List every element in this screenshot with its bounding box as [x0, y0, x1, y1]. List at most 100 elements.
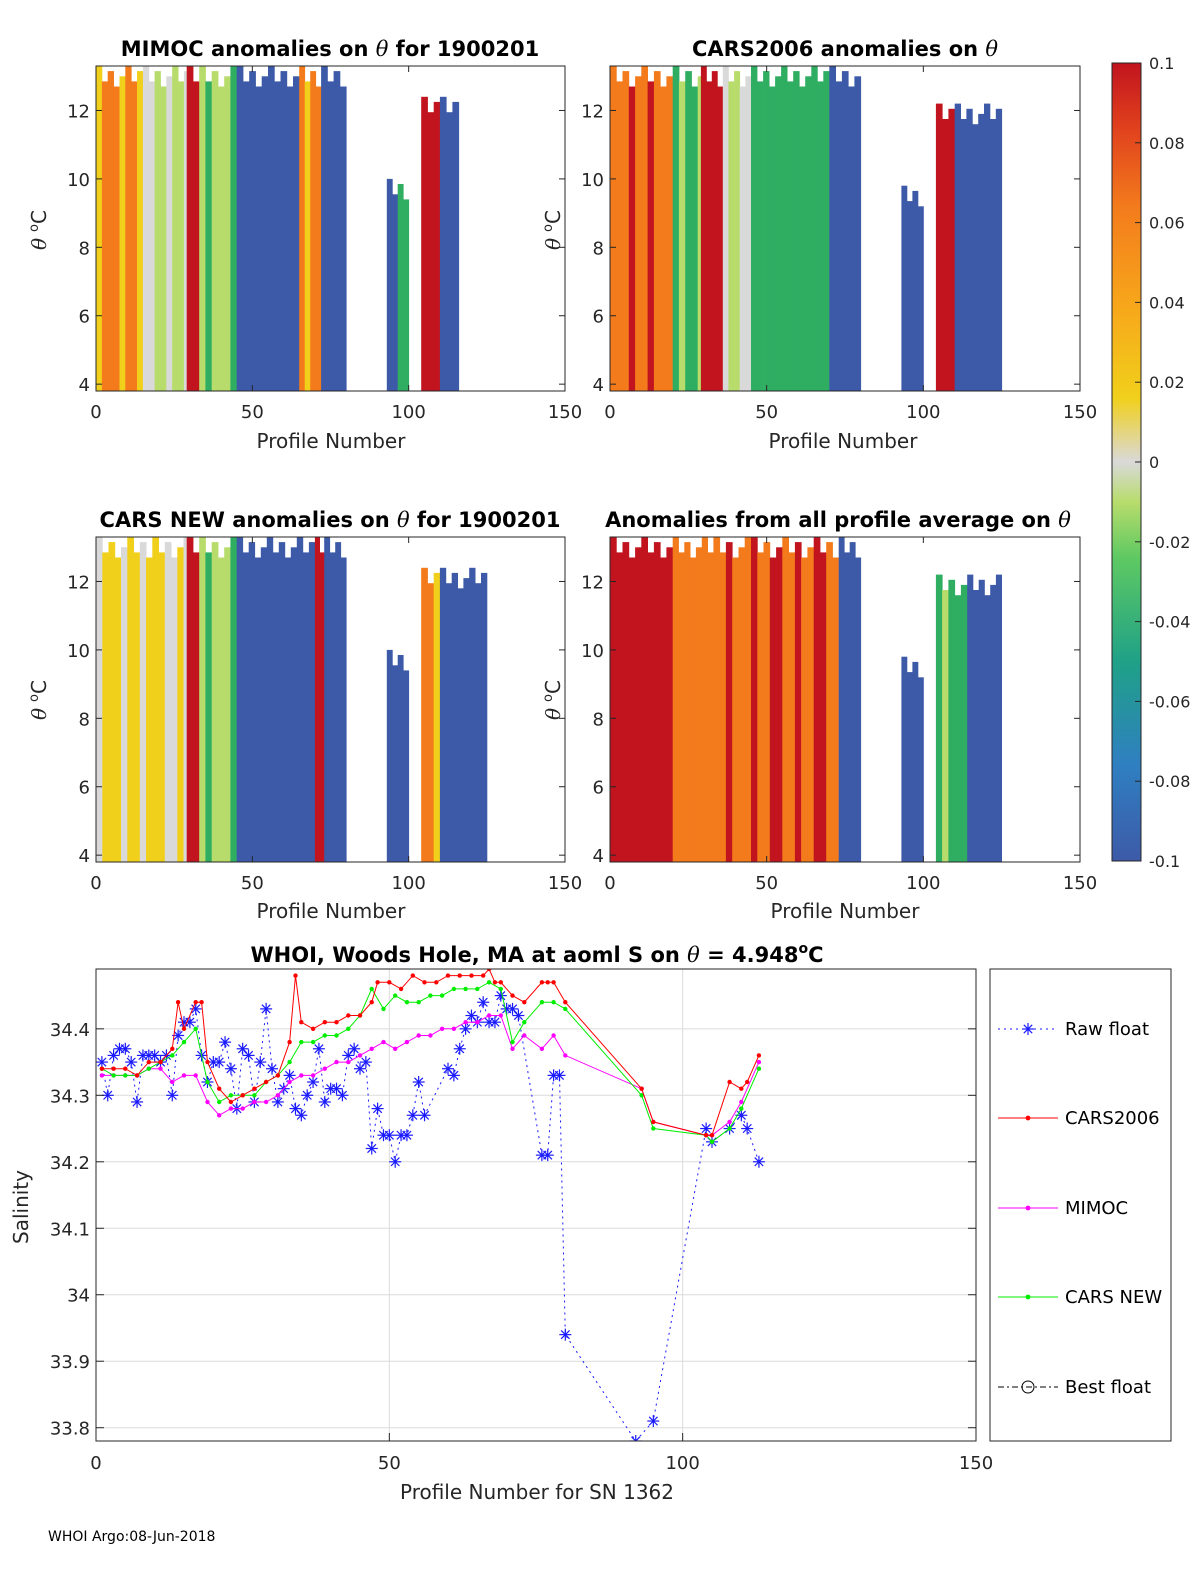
heatmap-cell: [335, 542, 342, 862]
carsnew-heatmap: [96, 537, 488, 862]
raw-float-point: [295, 1109, 308, 1122]
heatmap-cell: [293, 76, 300, 392]
cars2006-point: [739, 1086, 744, 1091]
x-tick-label: 0: [604, 873, 615, 894]
heatmap-cell: [266, 537, 274, 862]
heatmap-cell: [769, 86, 776, 391]
mimoc-point: [739, 1099, 744, 1105]
cars2006-point: [217, 1086, 222, 1091]
mimoc-point: [310, 1073, 316, 1078]
heatmap-cell: [960, 119, 967, 391]
cars-new-point: [193, 1026, 198, 1032]
heatmap-cell: [653, 542, 661, 862]
y-tick-label: 34: [67, 1286, 90, 1307]
cars2006-y-label: θoC: [541, 210, 565, 250]
legend-item-raw-float: Raw float: [998, 1019, 1149, 1040]
mimoc-anomaly-panel: MIMOC anomalies on θ for 1900201 4 6 8 10 12…: [27, 37, 582, 453]
mimoc-heatmap: [96, 66, 460, 392]
x-tick-label: 150: [548, 873, 582, 894]
cars2006-point: [422, 980, 427, 985]
mimoc-point: [263, 1099, 269, 1105]
y-tick-label: 6: [593, 778, 604, 799]
cars2006-point: [703, 1133, 709, 1138]
heatmap-cell: [849, 542, 856, 862]
heatmap-cell: [823, 71, 830, 391]
heatmap-cell: [989, 119, 997, 391]
cars2006-point: [275, 1073, 281, 1078]
heatmap-cell: [178, 81, 185, 392]
raw-float-point: [389, 1155, 402, 1168]
heatmap-cell: [685, 71, 692, 391]
heatmap-cell: [397, 655, 404, 862]
heatmap-cell: [707, 552, 714, 862]
cars-new-point: [498, 986, 503, 992]
y-tick-label: 12: [67, 572, 90, 593]
x-tick-label: 50: [378, 1453, 401, 1474]
mimoc-point: [299, 1073, 304, 1078]
mimoc-point: [393, 1046, 398, 1052]
heatmap-cell: [854, 76, 862, 392]
cars2006-point: [134, 1073, 140, 1078]
heatmap-cell: [744, 537, 752, 862]
heatmap-cell: [622, 542, 630, 862]
heatmap-cell: [152, 537, 159, 862]
cars2006-point: [287, 1039, 292, 1045]
raw-float-point: [219, 1036, 232, 1049]
heatmap-cell: [278, 542, 286, 862]
heatmap-cell: [445, 583, 453, 862]
carsnew-anomaly-panel: CARS NEW anomalies on θ for 1900201 4 6 8 1…: [27, 508, 582, 923]
line-chart-x-label: Profile Number for SN 1362: [400, 1480, 674, 1504]
heatmap-cell: [160, 86, 167, 391]
heatmap-cell: [678, 552, 685, 862]
colorbar-tick-label: 0.02: [1149, 373, 1185, 392]
legend-marker: [1025, 1294, 1031, 1300]
heatmap-cell: [826, 542, 833, 862]
cars2006-point: [434, 980, 439, 985]
heatmap-cell: [427, 112, 435, 391]
heatmap-cell: [119, 76, 126, 392]
cars2006-point: [545, 980, 550, 985]
x-tick-label: 100: [665, 1453, 699, 1474]
cars2006-point: [369, 1000, 374, 1005]
cars2006-x-ticks: 0 50 100 150: [604, 66, 1097, 423]
legend-label: CARS2006: [1065, 1108, 1160, 1129]
cars2006-point: [111, 1066, 116, 1071]
carsnew-x-ticks: 0 50 100 150: [90, 537, 582, 894]
colorbar-tick-label: -0.1: [1149, 852, 1180, 871]
heatmap-cell: [967, 574, 974, 862]
heatmap-cell: [469, 567, 476, 862]
line-chart-legend: Raw float CARS2006 MIMOC CARS NEW Best float: [989, 968, 1172, 1442]
heatmap-cell: [763, 71, 770, 391]
cars-new-point: [451, 986, 457, 992]
heatmap-cell: [678, 81, 686, 392]
carsnew-y-ticks: 4 6 8 10 12: [67, 572, 565, 867]
heatmap-cell: [942, 119, 949, 391]
colorbar-tick-label: -0.02: [1149, 533, 1190, 552]
heatmap-cell: [855, 557, 862, 862]
raw-float-point: [559, 1328, 572, 1341]
cars2006-point: [357, 1013, 363, 1018]
cars-new-point: [310, 1039, 316, 1045]
mimoc-point: [357, 1053, 363, 1058]
x-tick-label: 100: [906, 873, 940, 894]
heatmap-cell: [942, 590, 949, 862]
heatmap-cell: [769, 557, 777, 862]
cars-new-point: [205, 1079, 210, 1085]
mimoc-panel-title: MIMOC anomalies on θ for 1900201: [121, 37, 539, 61]
heatmap-cell: [248, 542, 256, 862]
heatmap-cell: [158, 552, 166, 862]
colorbar: 0.1 0.08 0.06 0.04 0.02 0 -0.02 -0.04 -0.06 -0.08…: [1111, 54, 1190, 871]
heatmap-cell: [315, 86, 322, 391]
heatmap-cell: [660, 86, 667, 391]
heatmap-cell: [793, 71, 800, 391]
heatmap-cell: [481, 572, 488, 862]
heatmap-cell: [695, 547, 703, 862]
heatmap-cell: [131, 81, 138, 392]
raw-float-point: [283, 1069, 296, 1082]
y-tick-label: 10: [581, 641, 604, 662]
heatmap-cell: [984, 103, 991, 391]
cars-new-point: [510, 1039, 515, 1045]
raw-float-point: [412, 1076, 425, 1089]
raw-float-point: [224, 1062, 237, 1075]
y-tick-label: 10: [67, 170, 90, 191]
